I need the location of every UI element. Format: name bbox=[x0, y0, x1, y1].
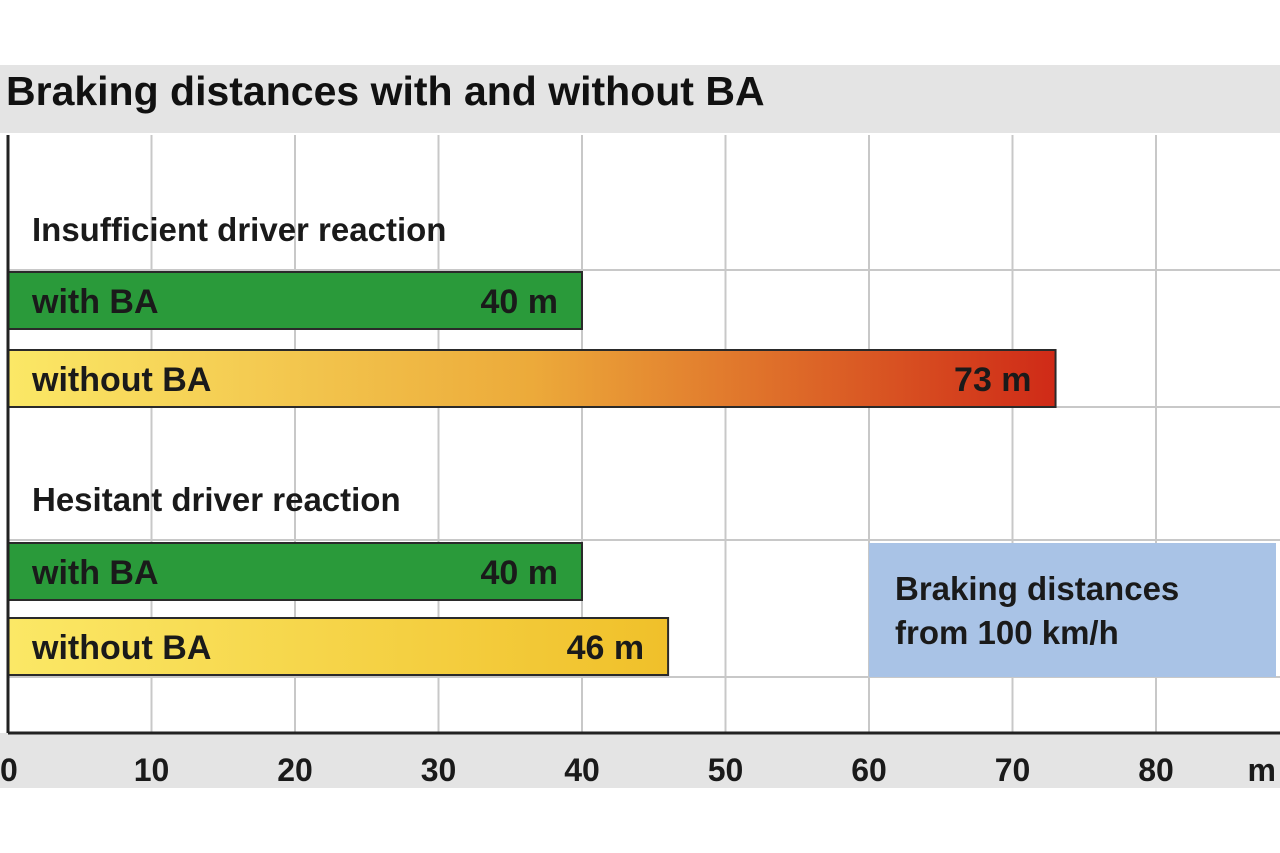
x-tick-label-50: 50 bbox=[708, 752, 744, 788]
x-axis: 0 10 20 30 40 50 60 70 80 m bbox=[0, 135, 1280, 788]
bar-value-1-1: 40 m bbox=[481, 283, 559, 321]
x-tick-label-0: 0 bbox=[0, 752, 18, 788]
bar-2-without-ba bbox=[7, 617, 670, 676]
x-tick-label-30: 30 bbox=[421, 752, 457, 788]
annotation-box-bg bbox=[869, 543, 1276, 677]
bar-name-2-2: without BA bbox=[31, 629, 211, 667]
bar-2-with-ba bbox=[7, 542, 583, 601]
group-label-1: Insufficient driver reaction bbox=[32, 211, 446, 248]
bar-1-without-ba bbox=[7, 349, 1057, 408]
x-tick-label-20: 20 bbox=[277, 752, 313, 788]
x-tick-label-70: 70 bbox=[995, 752, 1031, 788]
bar-value-2-1: 40 m bbox=[481, 554, 559, 592]
annotation-box: Braking distances from 100 km/h bbox=[869, 543, 1276, 677]
x-tick-label-80: 80 bbox=[1138, 752, 1174, 788]
x-tick-label-60: 60 bbox=[851, 752, 887, 788]
annotation-line-2: from 100 km/h bbox=[895, 614, 1119, 651]
group-label-2: Hesitant driver reaction bbox=[32, 481, 401, 518]
x-tick-label-10: 10 bbox=[134, 752, 170, 788]
x-axis-unit: m bbox=[1248, 752, 1276, 788]
bar-value-1-2: 73 m bbox=[954, 361, 1032, 399]
bars bbox=[7, 271, 1057, 676]
x-axis-band bbox=[0, 733, 1280, 788]
bar-name-1-1: with BA bbox=[31, 283, 159, 321]
labels: Insufficient driver reaction with BA 40 m w… bbox=[31, 211, 1032, 667]
x-tick-label-40: 40 bbox=[564, 752, 600, 788]
chart-title: Braking distances with and without BA bbox=[6, 68, 765, 114]
bar-name-2-1: with BA bbox=[31, 554, 159, 592]
title-band bbox=[0, 65, 1280, 133]
bar-name-1-2: without BA bbox=[31, 361, 211, 399]
bar-1-with-ba bbox=[7, 271, 583, 330]
bar-value-2-2: 46 m bbox=[567, 629, 645, 667]
annotation-line-1: Braking distances bbox=[895, 570, 1179, 607]
